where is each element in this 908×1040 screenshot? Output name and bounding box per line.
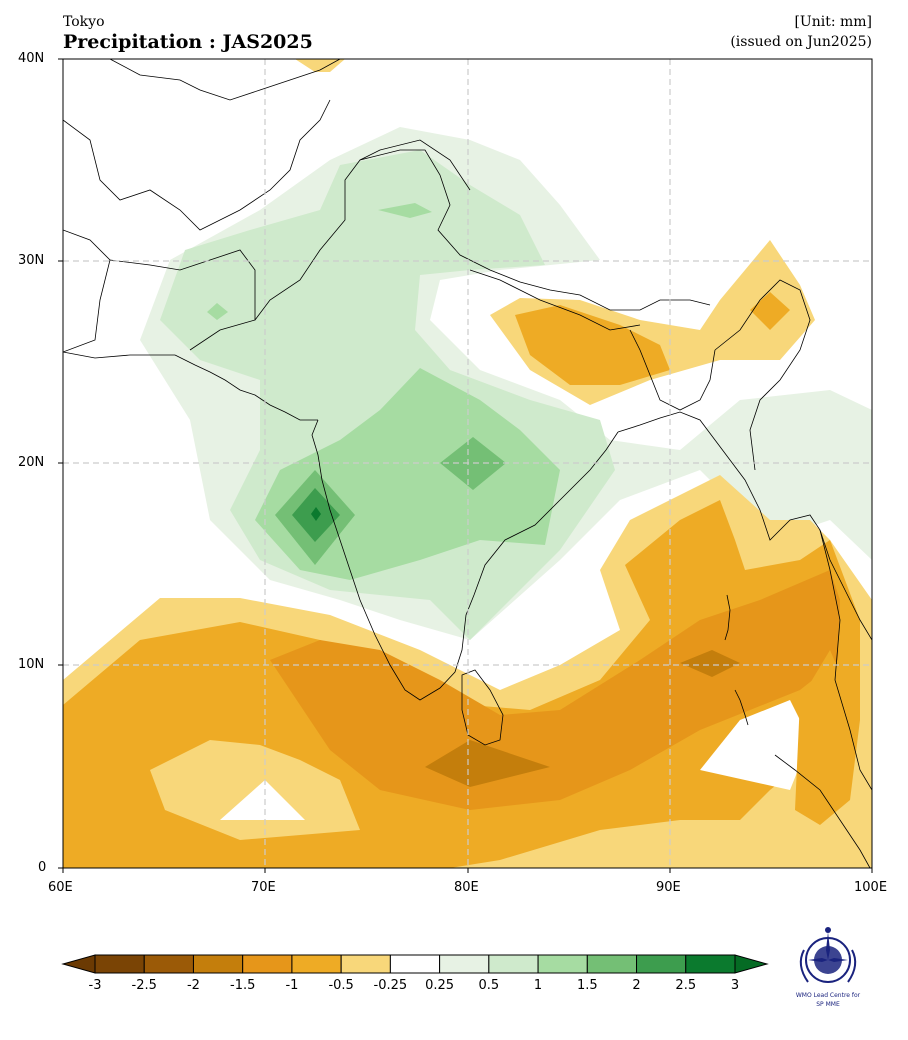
colorbar-cell: [488, 954, 539, 974]
lon-tick-80e: 80E: [454, 880, 479, 895]
lat-tick-0: 0: [38, 860, 47, 875]
lon-tick-70e: 70E: [251, 880, 276, 895]
anomaly-region-orange-15: [270, 570, 840, 810]
colorbar-label: 2: [632, 978, 641, 993]
lon-tick-60e: 60E: [48, 880, 73, 895]
logo-caption-line2: SP MME: [816, 1001, 840, 1008]
wmo-logo: [799, 927, 857, 983]
anomaly-region-orange-2-b: [680, 650, 740, 677]
logo-caption-line1: WMO Lead Centre for: [795, 992, 861, 999]
colorbar-cell: [636, 954, 687, 974]
bay-east-coastline: [617, 411, 872, 641]
anomaly-region-orange-malay: [795, 650, 860, 825]
colorbar-label: 1: [533, 978, 543, 993]
colorbar-label: -0.25: [373, 978, 408, 993]
anomaly-region-green-pakistan: [207, 303, 228, 320]
india-north-border: [254, 149, 711, 321]
colorbar-label: -2.5: [131, 978, 157, 993]
colorbar-label: 1.5: [576, 978, 598, 993]
map-title: Precipitation : JAS2025: [63, 31, 313, 53]
anomaly-region-white-sw: [220, 780, 305, 820]
colorbar-label: 0.25: [425, 978, 455, 993]
afghan-border: [63, 99, 331, 231]
lat-tick-20n: 20N: [18, 455, 45, 470]
burma-border: [714, 279, 811, 471]
colorbar-under-arrow: [61, 954, 96, 974]
colorbar-cell: [143, 954, 194, 974]
colorbar-label: 2.5: [675, 978, 697, 993]
anomaly-region-orange-ne: [750, 292, 790, 330]
region-label: Tokyo: [63, 14, 105, 30]
malay-coastline: [819, 529, 872, 791]
pakistan-border: [109, 249, 256, 351]
india-coastline: [311, 419, 619, 701]
anomaly-region-white-se: [700, 700, 810, 790]
unit-label: [Unit: mm]: [794, 14, 872, 30]
colorbar-label: -2: [186, 978, 200, 993]
colorbar-cell: [537, 954, 588, 974]
tick-marks: [58, 58, 873, 873]
colorbar-label: 0.5: [478, 978, 500, 993]
colorbar-cell: [439, 954, 490, 974]
colorbar-cell: [94, 954, 145, 974]
colorbar-label: 3: [730, 978, 740, 993]
colorbar-cell: [192, 954, 244, 974]
anomaly-region-orange-north: [515, 305, 670, 385]
issued-label: (issued on Jun2025): [730, 34, 872, 50]
colorbar-cell: [389, 954, 441, 974]
colorbar-cell: [586, 954, 638, 974]
colorbar-cell: [291, 954, 342, 974]
lon-tick-90e: 90E: [656, 880, 681, 895]
colorbar-label: -3: [88, 978, 102, 993]
nicobar-islands: [734, 689, 749, 726]
anomaly-region-green-25: [311, 507, 321, 521]
central-asia-border: [109, 59, 341, 101]
gujarat-coastline: [174, 354, 318, 421]
sri-lanka-coastline: [461, 669, 504, 746]
colorbar-cell: [242, 954, 293, 974]
lon-tick-100e: 100E: [854, 880, 888, 895]
andaman-islands: [724, 594, 731, 641]
anomaly-region-orange-top: [295, 59, 345, 72]
colorbar-cell: [340, 954, 391, 974]
coastlines: [63, 59, 872, 868]
anomaly-region-orange-2: [425, 740, 550, 787]
lat-tick-10n: 10N: [18, 657, 45, 672]
iran-border: [63, 229, 111, 353]
nepal-border: [469, 269, 641, 331]
sumatra-coastline: [774, 754, 871, 868]
lat-tick-30n: 30N: [18, 253, 45, 268]
anomaly-region-green-kashmir: [378, 203, 432, 218]
colorbar-label: -0.5: [328, 978, 354, 993]
colorbar-label: -1: [285, 978, 299, 993]
colorbar-label: -1.5: [230, 978, 256, 993]
colorbar-over-arrow: [734, 954, 769, 974]
lat-tick-40n: 40N: [18, 51, 45, 66]
arabia-coastline: [63, 351, 175, 359]
colorbar-cell: [685, 954, 736, 974]
china-border: [359, 139, 471, 191]
grid-lines: [63, 59, 872, 868]
